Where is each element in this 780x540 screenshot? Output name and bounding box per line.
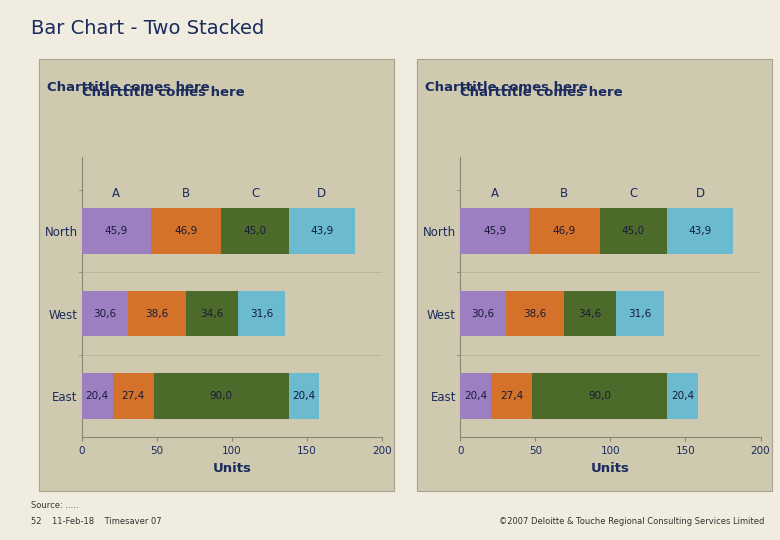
Text: 46,9: 46,9	[553, 226, 576, 236]
Bar	[289, 373, 320, 419]
Text: 30,6: 30,6	[94, 308, 116, 319]
Text: B: B	[182, 187, 190, 200]
Text: Charttitle comes here: Charttitle comes here	[425, 81, 587, 94]
Bar	[667, 208, 733, 254]
Text: Charttitle comes here: Charttitle comes here	[460, 86, 622, 99]
Bar	[112, 373, 154, 419]
Text: C: C	[629, 187, 637, 200]
Bar	[289, 208, 355, 254]
Bar	[154, 373, 289, 419]
Text: B: B	[560, 187, 569, 200]
Text: A: A	[112, 187, 120, 200]
X-axis label: Units: Units	[591, 462, 629, 475]
Text: 45,9: 45,9	[483, 226, 506, 236]
Bar	[460, 291, 506, 336]
Text: 20,4: 20,4	[292, 391, 316, 401]
Text: 43,9: 43,9	[689, 226, 711, 236]
Text: 20,4: 20,4	[464, 391, 487, 401]
Bar	[667, 373, 698, 419]
Bar	[529, 208, 600, 254]
Text: 27,4: 27,4	[122, 391, 145, 401]
Bar	[506, 291, 564, 336]
Text: 46,9: 46,9	[175, 226, 197, 236]
Text: 27,4: 27,4	[500, 391, 523, 401]
Text: 38,6: 38,6	[145, 308, 168, 319]
Text: D: D	[696, 187, 704, 200]
Text: 31,6: 31,6	[628, 308, 651, 319]
Text: D: D	[317, 187, 326, 200]
Bar	[238, 291, 285, 336]
Text: 34,6: 34,6	[579, 308, 601, 319]
Text: Source: .....: Source: .....	[31, 501, 79, 510]
Bar	[616, 291, 664, 336]
Bar	[564, 291, 616, 336]
Bar	[222, 208, 289, 254]
Bar	[82, 291, 128, 336]
Text: 20,4: 20,4	[671, 391, 694, 401]
Text: 45,0: 45,0	[243, 226, 267, 236]
Bar	[532, 373, 667, 419]
Text: 45,9: 45,9	[105, 226, 128, 236]
Bar	[82, 373, 112, 419]
Bar	[460, 208, 529, 254]
Bar	[491, 373, 532, 419]
Text: 43,9: 43,9	[310, 226, 333, 236]
Bar	[151, 208, 222, 254]
Text: 34,6: 34,6	[200, 308, 223, 319]
Bar	[128, 291, 186, 336]
Text: 90,0: 90,0	[588, 391, 611, 401]
Bar	[460, 373, 491, 419]
Text: 31,6: 31,6	[250, 308, 273, 319]
Bar	[82, 208, 151, 254]
Text: Charttitle comes here: Charttitle comes here	[47, 81, 209, 94]
Text: Charttitle comes here: Charttitle comes here	[82, 86, 244, 99]
Text: ©2007 Deloitte & Touche Regional Consulting Services Limited: ©2007 Deloitte & Touche Regional Consult…	[499, 517, 764, 526]
Text: 90,0: 90,0	[210, 391, 232, 401]
Bar	[600, 208, 667, 254]
X-axis label: Units: Units	[213, 462, 251, 475]
Bar	[186, 291, 238, 336]
Text: A: A	[491, 187, 498, 200]
Text: 52    11-Feb-18    Timesaver 07: 52 11-Feb-18 Timesaver 07	[31, 517, 161, 526]
Text: C: C	[251, 187, 259, 200]
Text: 30,6: 30,6	[472, 308, 495, 319]
Text: 38,6: 38,6	[523, 308, 547, 319]
Text: 20,4: 20,4	[86, 391, 108, 401]
Text: Bar Chart - Two Stacked: Bar Chart - Two Stacked	[31, 19, 264, 38]
Text: 45,0: 45,0	[622, 226, 645, 236]
